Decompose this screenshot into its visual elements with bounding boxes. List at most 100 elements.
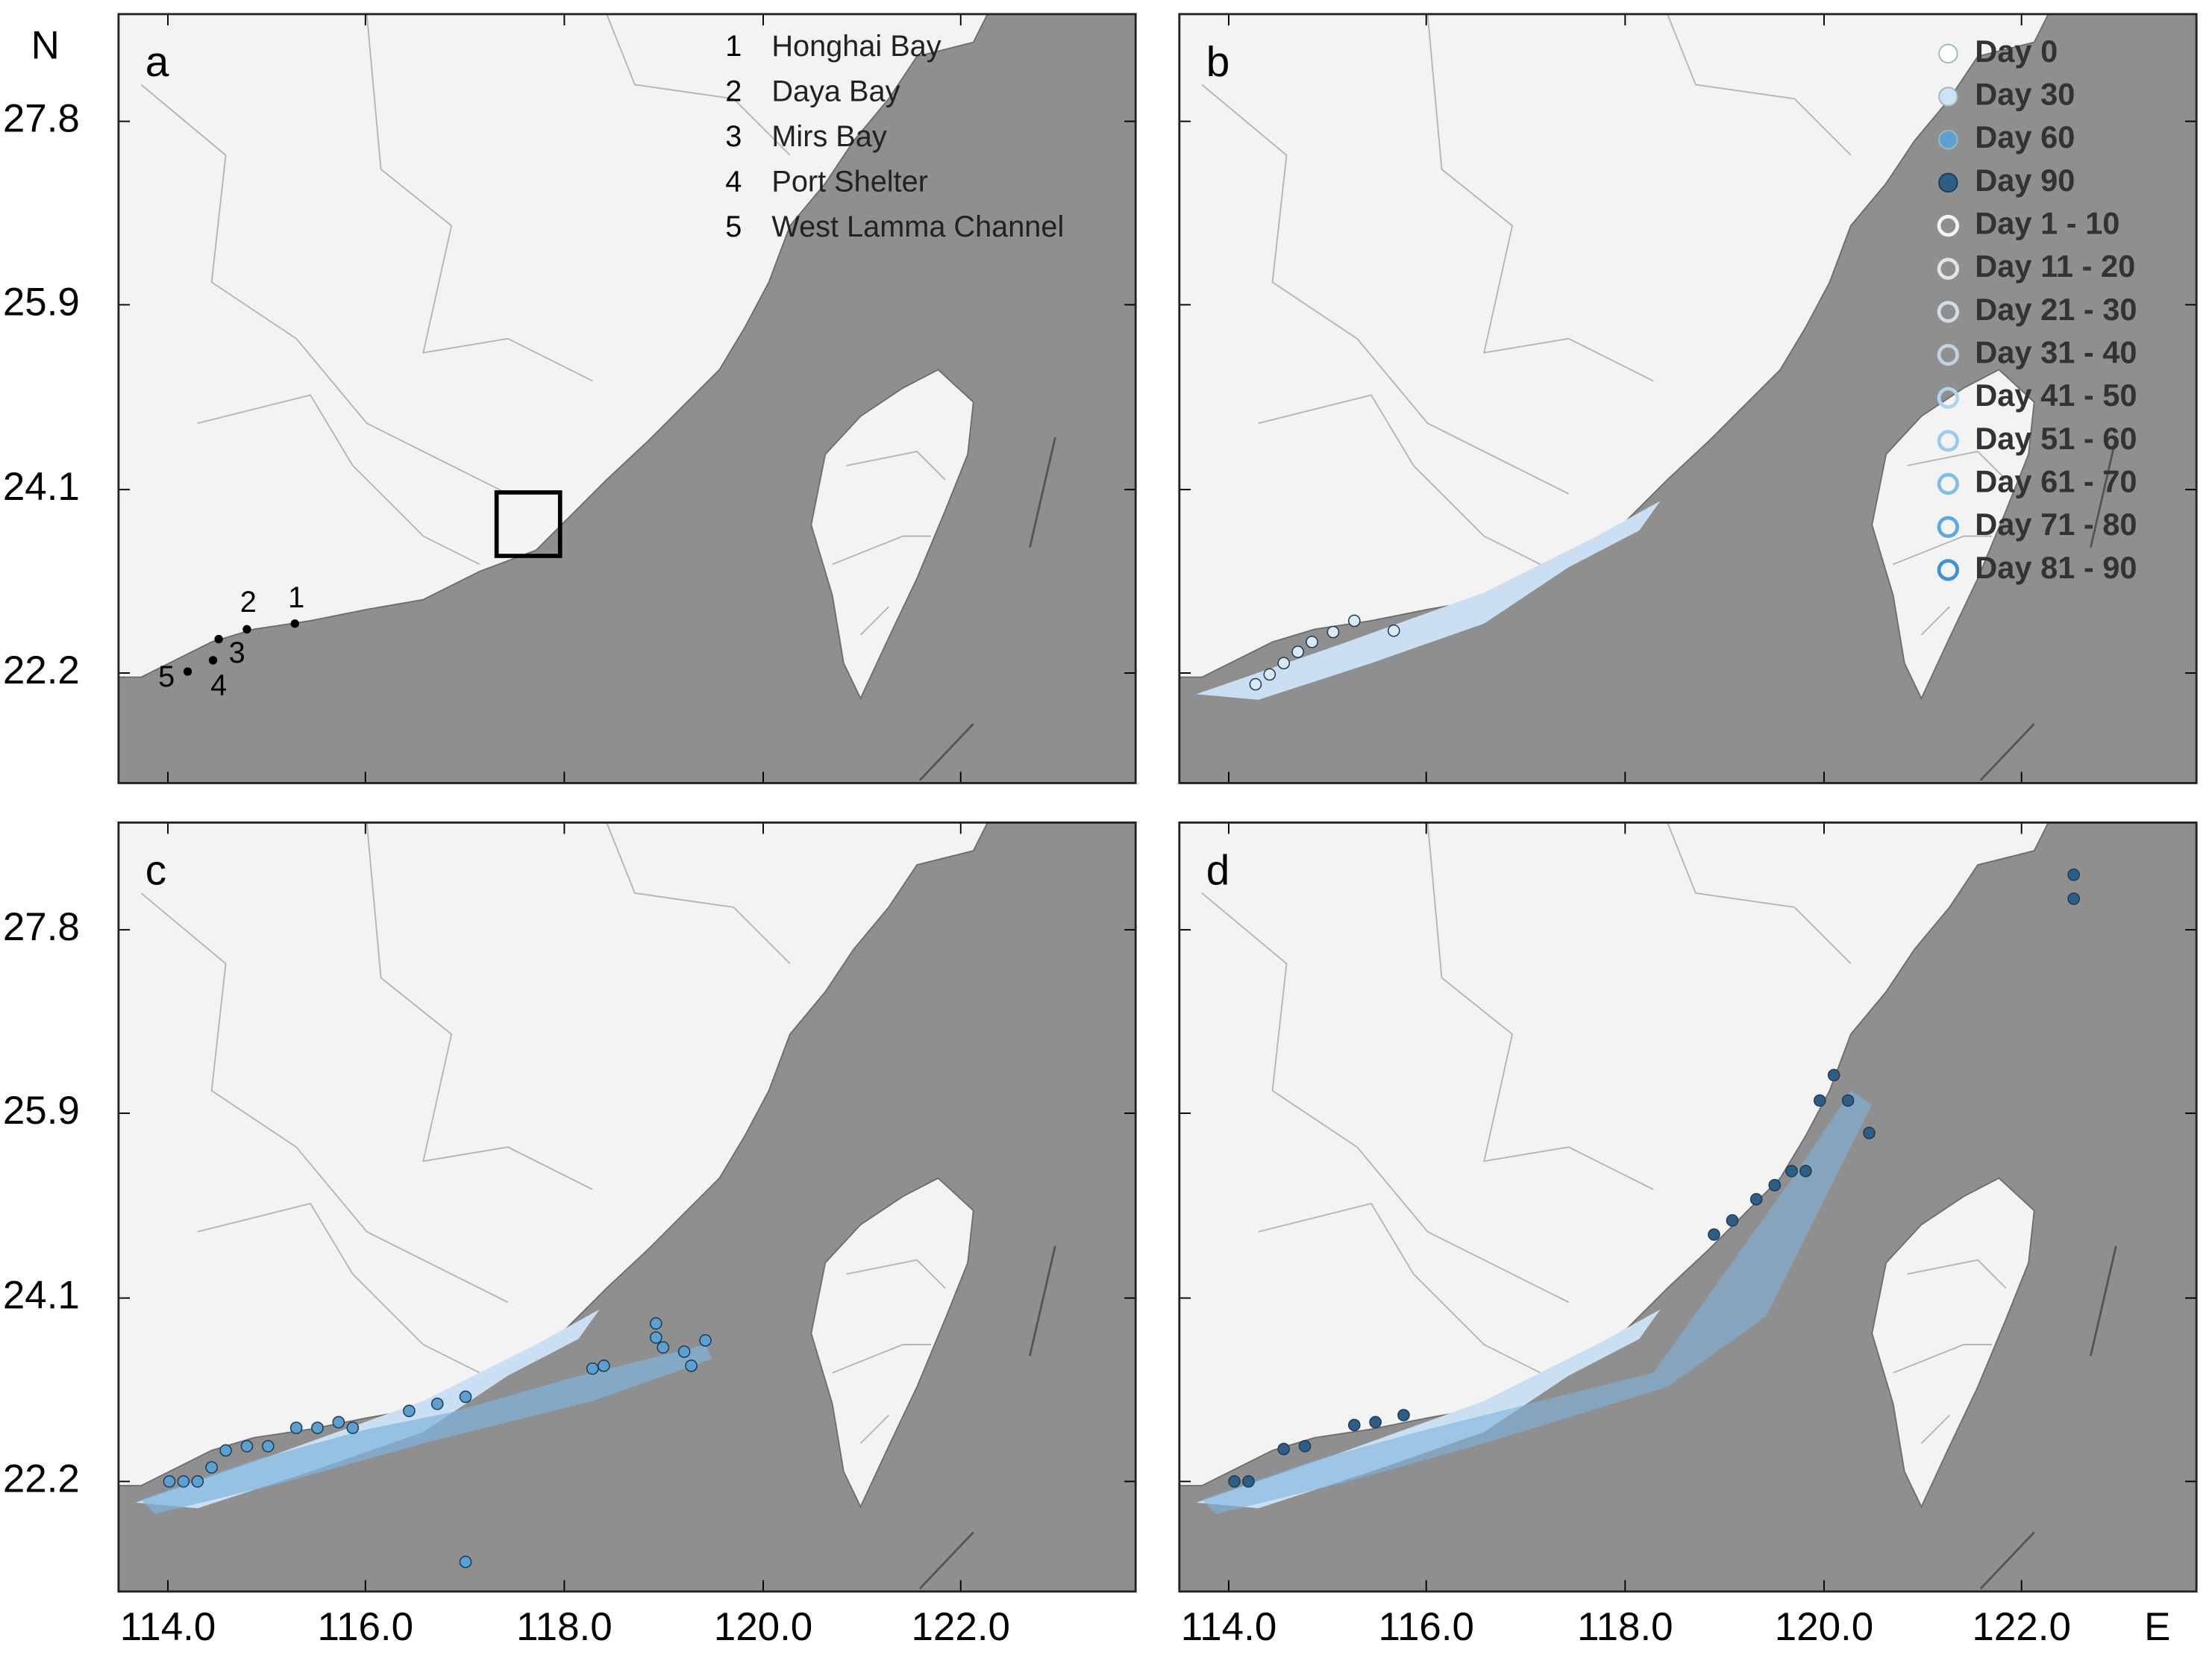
legend-marker <box>1937 257 1960 280</box>
lat-label: 27.8 <box>3 97 80 141</box>
site-dot <box>208 656 218 665</box>
particle <box>1799 1165 1812 1177</box>
legend-label: Day 61 - 70 <box>1975 464 2137 499</box>
particle <box>1228 1475 1241 1488</box>
particle <box>1298 1439 1312 1453</box>
lat-label: 27.8 <box>3 905 80 949</box>
lon-label: 114.0 <box>120 1605 216 1649</box>
site-name: Port Shelter <box>771 165 928 198</box>
legend-label: Day 71 - 80 <box>1975 507 2137 542</box>
panel-d <box>1178 821 2198 1593</box>
particle <box>163 1475 176 1488</box>
legend-marker <box>1937 472 1960 495</box>
particle <box>289 1421 303 1434</box>
legend-marker <box>1938 129 1958 150</box>
lat-label: 24.1 <box>3 1274 80 1318</box>
particle <box>403 1404 416 1418</box>
particle <box>240 1439 254 1453</box>
particle <box>346 1421 360 1434</box>
particle <box>649 1331 662 1344</box>
particle <box>219 1444 232 1457</box>
lat-label: 25.9 <box>3 280 80 324</box>
particle <box>649 1317 662 1330</box>
legend-marker <box>1938 43 1958 64</box>
lat-label: 24.1 <box>3 465 80 509</box>
legend-label: Day 11 - 20 <box>1975 248 2135 284</box>
particle <box>1277 657 1291 670</box>
legend-marker <box>1937 430 1960 452</box>
legend-label: Day 30 <box>1975 77 2075 112</box>
particle <box>1242 1475 1255 1488</box>
particle <box>1249 678 1262 691</box>
particle <box>657 1341 670 1354</box>
panel-frame <box>1178 821 2198 1593</box>
particle <box>2067 869 2080 881</box>
site-marker-label: 3 <box>229 636 245 669</box>
particle <box>1749 1192 1763 1206</box>
panel-label: c <box>145 847 166 894</box>
north-label: N <box>31 23 60 67</box>
legend-marker <box>1938 87 1958 107</box>
legend-label: Day 0 <box>1975 34 2058 69</box>
legend-label: Day 51 - 60 <box>1975 421 2137 456</box>
particle <box>1306 636 1318 648</box>
legend-marker <box>1937 559 1960 581</box>
lat-label: 25.9 <box>3 1089 80 1133</box>
particle <box>1863 1127 1876 1139</box>
particle <box>1263 668 1276 681</box>
particles <box>163 614 2080 1568</box>
panel-label: a <box>145 39 169 86</box>
particle <box>1726 1214 1739 1227</box>
particle <box>311 1421 324 1434</box>
lon-label: 118.0 <box>516 1605 612 1649</box>
particle <box>1827 1069 1840 1082</box>
panel-a <box>117 13 1137 784</box>
legend-marker <box>1937 301 1960 323</box>
site-marker-label: 5 <box>158 660 175 693</box>
legend-label: Day 21 - 30 <box>1975 292 2137 327</box>
particle <box>261 1439 275 1453</box>
east-label: E <box>2144 1605 2170 1649</box>
lon-label: 120.0 <box>714 1605 812 1649</box>
particle <box>1347 1418 1361 1432</box>
particle <box>677 1345 691 1358</box>
legend-label: Day 31 - 40 <box>1975 335 2137 370</box>
site-number: 5 <box>725 210 742 243</box>
site-number: 4 <box>725 165 742 198</box>
legend-label: Day 81 - 90 <box>1975 550 2137 585</box>
particle <box>191 1475 204 1488</box>
particle <box>1397 1409 1410 1421</box>
legend-marker <box>1938 172 1958 193</box>
panel-frame <box>117 13 1137 784</box>
site-dot <box>290 619 299 628</box>
particle <box>459 1390 472 1404</box>
site-dot <box>214 634 223 644</box>
particle <box>332 1415 345 1429</box>
particle <box>1347 614 1361 628</box>
particle <box>1291 645 1304 658</box>
site-dot <box>183 667 192 676</box>
site-marker-label: 1 <box>288 581 304 614</box>
legend-label: Day 60 <box>1975 119 2075 154</box>
lon-label: 116.0 <box>1378 1605 1474 1649</box>
particle <box>1387 624 1400 637</box>
site-marker-label: 2 <box>240 586 257 619</box>
lat-label: 22.2 <box>3 648 80 692</box>
legend-label: Day 41 - 50 <box>1975 378 2137 413</box>
particle <box>177 1475 190 1488</box>
lon-label: 114.0 <box>1181 1605 1277 1649</box>
particle <box>1813 1094 1826 1107</box>
site-name: Honghai Bay <box>771 30 941 63</box>
particle <box>598 1360 610 1372</box>
particle <box>2067 892 2080 905</box>
site-name: West Lamma Channel <box>771 210 1064 243</box>
legend-marker <box>1937 214 1960 237</box>
panel-frame <box>117 821 1137 1593</box>
particle <box>685 1360 698 1372</box>
legend-marker <box>1937 516 1960 538</box>
particle <box>1708 1228 1720 1241</box>
particle <box>205 1461 219 1474</box>
particle <box>1369 1415 1382 1429</box>
particle <box>699 1334 712 1347</box>
lon-label: 122.0 <box>911 1605 1009 1649</box>
